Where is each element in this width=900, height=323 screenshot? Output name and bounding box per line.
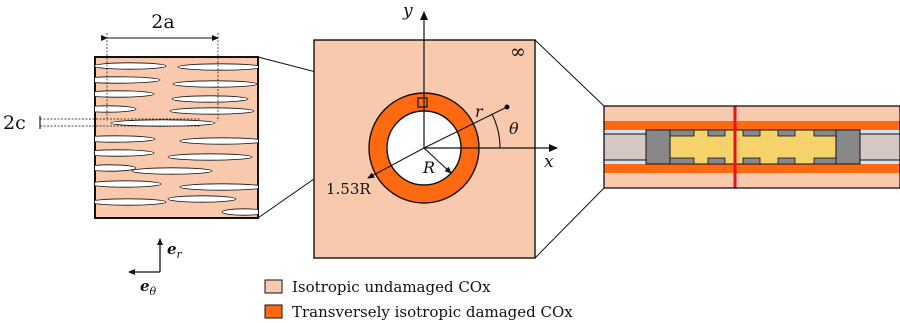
microcrack-panel: 2a 2c er eθ [3, 11, 259, 298]
steel-segment [742, 129, 761, 137]
microcrack [95, 135, 156, 143]
microcrack [95, 198, 167, 206]
microcrack-ellipses [95, 62, 258, 216]
microcrack [95, 105, 137, 113]
steel-segment [707, 157, 726, 165]
steel-segment [669, 157, 695, 165]
zoom-connector-right-top [534, 39, 605, 107]
left-plug [645, 129, 671, 165]
polar-point [504, 104, 510, 110]
microcrack [177, 63, 258, 71]
microcrack [110, 119, 216, 127]
damaged-radius-label: 1.53R [326, 180, 371, 198]
infinity-symbol: ∞ [510, 41, 526, 63]
gallery-panel-frame [603, 105, 900, 189]
crack-length-label: 2a [151, 11, 174, 33]
polar-angle-arc [491, 113, 501, 149]
zoom-connector-right-bottom [534, 187, 605, 259]
microcrack [171, 95, 249, 103]
borehole-radius-label: R [422, 158, 435, 177]
microcrack [95, 149, 155, 157]
zoom-box [417, 97, 428, 108]
hoop-basis-label: eθ [140, 277, 157, 298]
microcrack [95, 62, 167, 70]
steel-segment [813, 157, 837, 165]
steel-segment [742, 157, 761, 165]
steel-segment [813, 129, 837, 137]
microcrack [95, 76, 161, 84]
microcrack [95, 180, 162, 188]
steel-segment [707, 129, 726, 137]
damaged-radius-arrow [367, 147, 425, 179]
steel-segment [669, 129, 695, 137]
gallery-longitudinal-section [604, 106, 900, 188]
legend-label-damaged: Transversely isotropic damaged COx [292, 303, 573, 321]
polar-radius-label: r [475, 102, 484, 121]
microcrack [169, 107, 255, 115]
y-axis-label: y [402, 1, 413, 21]
microcrack [131, 167, 213, 175]
borehole-section: y x r θ R 1.53R ∞ [313, 1, 558, 259]
microcrack [179, 183, 258, 191]
microcrack [95, 164, 137, 172]
microcrack [172, 80, 258, 88]
polar-angle-label: θ [509, 119, 519, 138]
legend-label-undamaged: Isotropic undamaged COx [292, 278, 491, 296]
crack-aperture-label: 2c [3, 112, 26, 134]
borehole-radius-arrow [423, 147, 452, 174]
microcrack [167, 153, 253, 161]
polar-radius-line [423, 106, 508, 149]
microcrack [221, 208, 258, 216]
microcrack [167, 195, 237, 203]
radial-basis-label: er [167, 240, 183, 261]
steel-segment [777, 157, 796, 165]
basis-vector-icon: er eθ [128, 238, 183, 298]
x-axis-label: x [544, 152, 554, 172]
microcrack [95, 90, 155, 98]
legend-swatch-damaged [264, 304, 283, 319]
steel-segment [777, 129, 796, 137]
right-plug [835, 129, 861, 165]
legend-swatch-undamaged [264, 279, 283, 294]
legend: Isotropic undamaged COx Transversely iso… [264, 278, 573, 321]
microcrack [179, 137, 258, 145]
